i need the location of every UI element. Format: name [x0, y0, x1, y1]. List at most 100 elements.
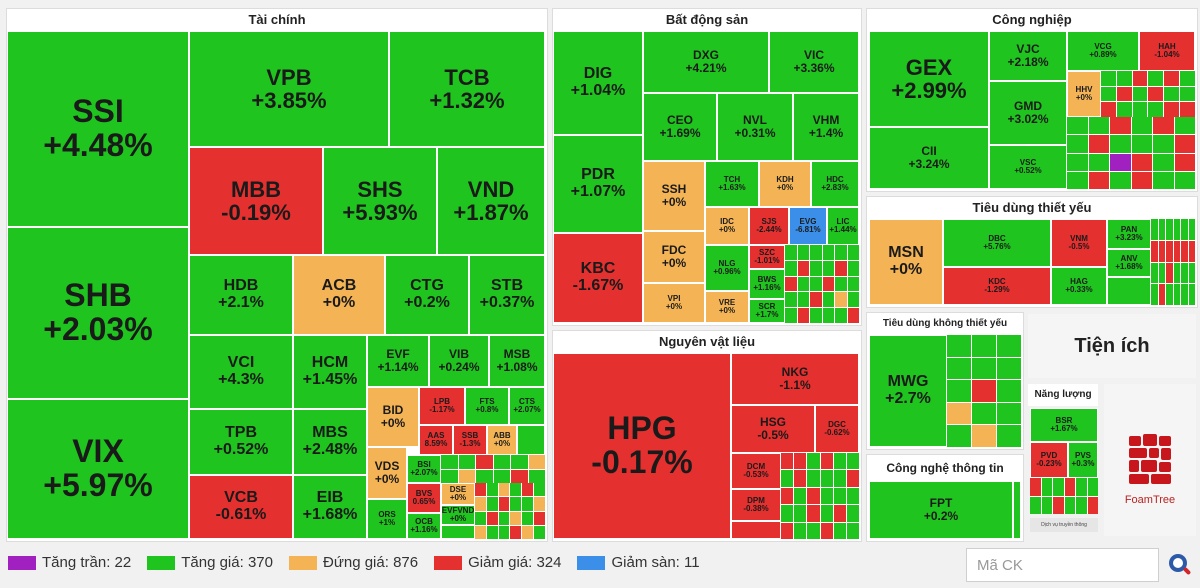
- stock-tile-bvs[interactable]: BVS 0.65%: [407, 483, 441, 513]
- stock-tile-cii[interactable]: CII +3.24%: [869, 127, 989, 189]
- stock-tile-kdh[interactable]: KDH +0%: [759, 161, 811, 207]
- stock-tile-vnm[interactable]: VNM -0.5%: [1051, 219, 1107, 267]
- stock-tile-tcb[interactable]: TCB +1.32%: [389, 31, 545, 147]
- stock-tile-lic[interactable]: LIC +1.44%: [827, 207, 859, 245]
- stock-tile-anv[interactable]: ANV +1.68%: [1107, 249, 1151, 277]
- stock-tile-dse[interactable]: DSE +0%: [441, 483, 475, 505]
- change: +0.31%: [734, 126, 776, 140]
- stock-tile-dbc[interactable]: DBC +5.76%: [943, 219, 1051, 267]
- stock-tile-small-5[interactable]: [1013, 481, 1021, 539]
- stock-tile-ocb[interactable]: OCB +1.16%: [407, 513, 441, 539]
- stock-tile-scr[interactable]: SCR +1.7%: [749, 299, 785, 323]
- stock-tile-kdc[interactable]: KDC -1.29%: [943, 267, 1051, 305]
- stock-tile-dxg[interactable]: DXG +4.21%: [643, 31, 769, 93]
- stock-tile-ssb[interactable]: SSB -1.3%: [453, 425, 487, 455]
- stock-tile-vci[interactable]: VCI +4.3%: [189, 335, 293, 409]
- stock-tile-evg[interactable]: EVG -6.81%: [789, 207, 827, 245]
- stock-tile-small-1[interactable]: [517, 425, 545, 455]
- stock-tile-pan[interactable]: PAN +3.23%: [1107, 219, 1151, 249]
- stock-tile-vnd[interactable]: VND +1.87%: [437, 147, 545, 255]
- stock-tile-lpb[interactable]: LPB -1.17%: [419, 387, 465, 425]
- stock-tile-vic[interactable]: VIC +3.36%: [769, 31, 859, 93]
- stock-tile-nvl[interactable]: NVL +0.31%: [717, 93, 793, 161]
- small-stock-mosaic: [947, 335, 1021, 447]
- stock-tile-vds[interactable]: VDS +0%: [367, 447, 407, 499]
- stock-tile-vsc[interactable]: VSC +0.52%: [989, 145, 1067, 189]
- stock-tile-ctg[interactable]: CTG +0.2%: [385, 255, 469, 335]
- stock-tile-vpb[interactable]: VPB +3.85%: [189, 31, 389, 147]
- stock-tile-bws[interactable]: BWS +1.16%: [749, 269, 785, 299]
- change: +3.85%: [251, 88, 327, 113]
- legend-label: Đứng giá: 876: [322, 554, 419, 571]
- stock-tile-vhm[interactable]: VHM +1.4%: [793, 93, 859, 161]
- stock-tile-vib[interactable]: VIB +0.24%: [429, 335, 489, 387]
- stock-tile-vcg[interactable]: VCG +0.89%: [1067, 31, 1139, 71]
- stock-tile-fts[interactable]: FTS +0.8%: [465, 387, 509, 425]
- stock-tile-hsg[interactable]: HSG -0.5%: [731, 405, 815, 453]
- stock-tile-pvd[interactable]: PVD -0.23%: [1030, 442, 1068, 478]
- stock-tile-hcm[interactable]: HCM +1.45%: [293, 335, 367, 409]
- stock-tile-hdc[interactable]: HDC +2.83%: [811, 161, 859, 207]
- stock-tile-small-4[interactable]: [1107, 277, 1151, 305]
- stock-tile-pdr[interactable]: PDR +1.07%: [553, 135, 643, 233]
- stock-tile-tpb[interactable]: TPB +0.52%: [189, 409, 293, 475]
- stock-tile-sjs[interactable]: SJS -2.44%: [749, 207, 789, 245]
- stock-tile-ssi[interactable]: SSI +4.48%: [7, 31, 189, 227]
- stock-tile-aas[interactable]: AAS 8.59%: [419, 425, 453, 455]
- stock-tile-evf[interactable]: EVF +1.14%: [367, 335, 429, 387]
- stock-tile-mwg[interactable]: MWG +2.7%: [869, 335, 947, 447]
- stock-tile-small-3[interactable]: [731, 521, 781, 539]
- ticker: MSN: [888, 244, 924, 262]
- stock-tile-gex[interactable]: GEX +2.99%: [869, 31, 989, 127]
- stock-tile-gmd[interactable]: GMD +3.02%: [989, 81, 1067, 145]
- stock-tile-bsi[interactable]: BSI +2.07%: [407, 455, 441, 483]
- stock-tile-vix[interactable]: VIX +5.97%: [7, 399, 189, 539]
- stock-tile-ors[interactable]: ORS +1%: [367, 499, 407, 539]
- stock-tile-fdc[interactable]: FDC +0%: [643, 231, 705, 283]
- stock-tile-ceo[interactable]: CEO +1.69%: [643, 93, 717, 161]
- change: +0.3%: [1071, 459, 1095, 468]
- stock-tile-nlg[interactable]: NLG +0.96%: [705, 245, 749, 291]
- stock-tile-nkg[interactable]: NKG -1.1%: [731, 353, 859, 405]
- stock-tile-acb[interactable]: ACB +0%: [293, 255, 385, 335]
- stock-tile-hhv[interactable]: HHV +0%: [1067, 71, 1101, 117]
- stock-tile-cts[interactable]: CTS +2.07%: [509, 387, 545, 425]
- stock-tile-vjc[interactable]: VJC +2.18%: [989, 31, 1067, 81]
- stock-tile-msn[interactable]: MSN +0%: [869, 219, 943, 305]
- stock-tile-ssh[interactable]: SSH +0%: [643, 161, 705, 231]
- stock-tile-dig[interactable]: DIG +1.04%: [553, 31, 643, 135]
- stock-tile-stb[interactable]: STB +0.37%: [469, 255, 545, 335]
- ticker: VDS: [374, 459, 400, 474]
- stock-tile-szc[interactable]: SZC -1.01%: [749, 245, 785, 269]
- stock-tile-mbs[interactable]: MBS +2.48%: [293, 409, 367, 475]
- stock-tile-mbb[interactable]: MBB -0.19%: [189, 147, 323, 255]
- stock-tile-bid[interactable]: BID +0%: [367, 387, 419, 447]
- stock-tile-hah[interactable]: HAH -1.04%: [1139, 31, 1195, 71]
- stock-tile-bsr[interactable]: BSR +1.67%: [1030, 408, 1098, 442]
- stock-tile-hpg[interactable]: HPG -0.17%: [553, 353, 731, 539]
- stock-tile-fpt[interactable]: FPT +0.2%: [869, 481, 1013, 539]
- stock-tile-dgc[interactable]: DGC -0.62%: [815, 405, 859, 453]
- stock-tile-kbc[interactable]: KBC -1.67%: [553, 233, 643, 323]
- stock-tile-idc[interactable]: IDC +0%: [705, 207, 749, 245]
- change: +0%: [322, 294, 356, 311]
- stock-tile-tch[interactable]: TCH +1.63%: [705, 161, 759, 207]
- stock-tile-pvs[interactable]: PVS +0.3%: [1068, 442, 1098, 478]
- ticker: KBC: [580, 260, 616, 278]
- stock-tile-evfvnd[interactable]: EVFVND +0%: [441, 505, 475, 525]
- stock-tile-vre[interactable]: VRE +0%: [705, 291, 749, 323]
- stock-tile-vpi[interactable]: VPI +0%: [643, 283, 705, 323]
- stock-tile-msb[interactable]: MSB +1.08%: [489, 335, 545, 387]
- stock-tile-abb[interactable]: ABB +0%: [487, 425, 517, 455]
- stock-tile-small-2[interactable]: [441, 525, 475, 539]
- stock-code-search-input[interactable]: [966, 548, 1159, 582]
- stock-tile-hag[interactable]: HAG +0.33%: [1051, 267, 1107, 305]
- search-button[interactable]: [1166, 550, 1194, 580]
- stock-tile-shb[interactable]: SHB +2.03%: [7, 227, 189, 399]
- stock-tile-dpm[interactable]: DPM -0.38%: [731, 489, 781, 521]
- stock-tile-dcm[interactable]: DCM -0.53%: [731, 453, 781, 489]
- stock-tile-shs[interactable]: SHS +5.93%: [323, 147, 437, 255]
- stock-tile-hdb[interactable]: HDB +2.1%: [189, 255, 293, 335]
- stock-tile-vcb[interactable]: VCB -0.61%: [189, 475, 293, 539]
- stock-tile-eib[interactable]: EIB +1.68%: [293, 475, 367, 539]
